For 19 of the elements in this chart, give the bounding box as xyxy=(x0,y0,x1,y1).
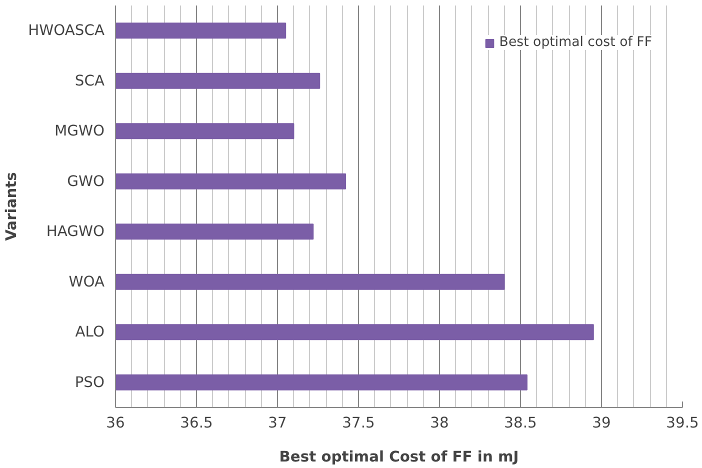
legend-label: Best optimal cost of FF xyxy=(499,35,652,50)
x-axis-title: Best optimal Cost of FF in mJ xyxy=(279,448,519,466)
y-tick-label: HAGWO xyxy=(46,223,105,240)
x-tick-label: 39.5 xyxy=(666,414,699,432)
y-tick-label: ALO xyxy=(75,324,105,341)
y-tick-label: SCA xyxy=(74,72,105,90)
y-tick-label: HWOASCA xyxy=(28,22,105,40)
y-axis-title: Variants xyxy=(3,172,20,241)
y-tick-label: GWO xyxy=(67,172,105,190)
x-tick-label: 36.5 xyxy=(180,414,213,432)
x-tick-label: 38.5 xyxy=(504,414,537,432)
y-tick-label: WOA xyxy=(68,273,104,290)
x-tick-label: 37 xyxy=(268,414,287,432)
x-tick-label: 39 xyxy=(592,414,611,432)
y-tick-label: MGWO xyxy=(54,122,104,140)
x-tick-label: 37.5 xyxy=(342,414,375,432)
x-tick-label: 38 xyxy=(430,414,449,432)
x-tick-label: 36 xyxy=(106,414,125,432)
y-tick-label: PSO xyxy=(74,374,105,391)
